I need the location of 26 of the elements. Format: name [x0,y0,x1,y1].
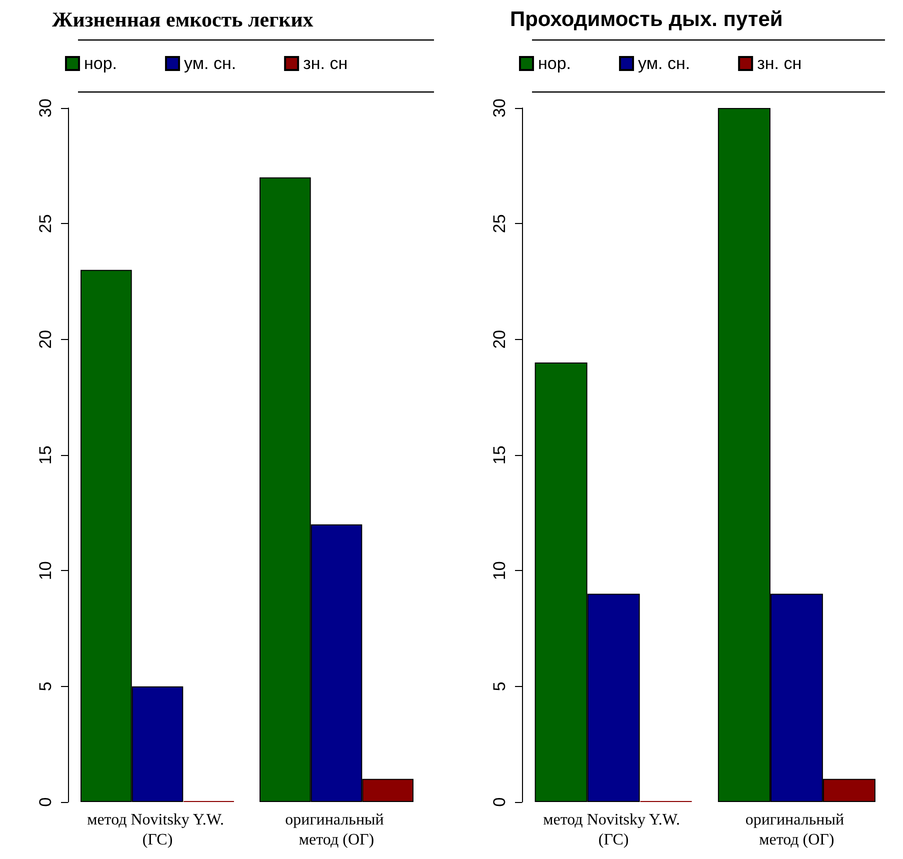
y-tick-label: 25 [36,214,55,234]
x-tick-label: оригинальный метод (ОГ) [285,812,388,848]
y-tick-label: 5 [36,682,55,692]
y-tick-label: 15 [36,446,55,464]
y-tick-label: 10 [36,561,55,580]
legend-label: ум. сн. [638,54,690,73]
x-tick-label: метод Novitsky Y.W. (ГС) [87,812,228,848]
y-tick-label: 0 [490,797,509,807]
y-tick-label: 30 [490,98,509,118]
legend-label: зн. сн [757,54,802,73]
chart-title: Проходимость дых. путей [510,8,783,31]
y-tick-label: 10 [490,561,509,580]
y-tick-label: 25 [490,214,509,234]
legend-label: нор. [538,54,572,73]
chart-title: Жизненная емкость легких [52,8,314,32]
y-tick-label: 20 [36,330,55,349]
y-tick-label: 20 [490,330,509,349]
legend-label: зн. сн [303,54,348,73]
x-tick-label: оригинальный метод (ОГ) [745,812,848,848]
y-tick-label: 30 [36,98,55,118]
y-tick-label: 15 [490,446,509,464]
y-tick-label: 0 [36,797,55,807]
x-tick-label: метод Novitsky Y.W. (ГС) [543,812,684,848]
legend-label: ум. сн. [184,54,236,73]
y-tick-label: 5 [490,682,509,692]
legend-label: нор. [84,54,118,73]
